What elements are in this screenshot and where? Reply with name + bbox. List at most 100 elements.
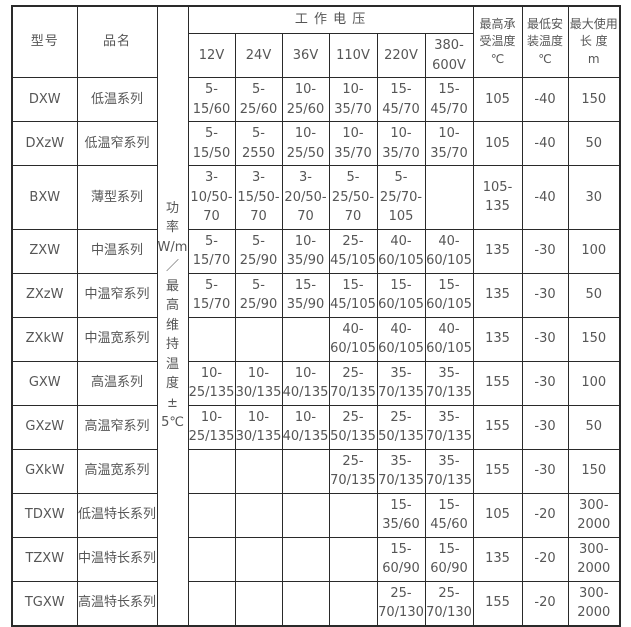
cell-product: 高温窄系列	[76, 404, 158, 450]
col-header-110v: 110V	[328, 33, 378, 78]
cell-v24: 5- 25/60	[234, 77, 283, 122]
cell-v36: 10- 35/90	[281, 228, 330, 274]
cell-product: 薄型系列	[76, 165, 158, 230]
col-header-24v: 24V	[234, 33, 283, 78]
cell-v220: 15- 60/105	[376, 272, 426, 318]
cell-v380-600: 40- 60/105	[424, 228, 474, 274]
cell-v36: 3- 20/50- 70	[281, 165, 330, 230]
table-row: GXkW 高温宽系列 25- 70/135 35- 70/135 35- 70/…	[11, 448, 621, 494]
cell-max-length: 50	[567, 404, 621, 450]
cell-v36: 10- 25/50	[281, 121, 330, 166]
cell-min-install-temp: -30	[521, 228, 569, 274]
cell-min-install-temp: -20	[521, 536, 569, 582]
cell-v36: 10- 25/60	[281, 77, 330, 122]
table-row: GXW 高温系列 10- 25/135 10- 30/135 10- 40/13…	[11, 360, 621, 406]
cell-v110: 25- 45/105	[328, 228, 378, 274]
table-body: 型号 品名 功 率 W/m ／ 最 高 维 持 温 度 ± 5℃ 工 作 电 压…	[11, 5, 621, 626]
cell-max-temp: 135	[472, 316, 523, 362]
cell-v110: 40- 60/105	[328, 316, 378, 362]
cell-min-install-temp: -30	[521, 316, 569, 362]
col-header-max-length: 最大使用 长 度 m	[567, 5, 621, 78]
cell-max-length: 50	[567, 121, 621, 166]
cell-v380-600: 35- 70/135	[424, 448, 474, 494]
cell-model: ZXW	[11, 228, 78, 274]
cell-max-temp: 155	[472, 580, 523, 626]
cell-product: 高温特长系列	[76, 580, 158, 626]
cell-v110: 10- 35/70	[328, 77, 378, 122]
table-row: TDXW 低温特长系列 15- 35/60 15- 45/60 105 -20 …	[11, 492, 621, 538]
cell-product: 低温特长系列	[76, 492, 158, 538]
cell-v110	[328, 536, 378, 582]
col-header-model: 型号	[11, 5, 78, 78]
cell-v12	[187, 580, 236, 626]
cell-max-length: 300- 2000	[567, 492, 621, 538]
cell-v220: 40- 60/105	[376, 228, 426, 274]
cell-min-install-temp: -30	[521, 360, 569, 406]
cell-v380-600	[424, 165, 474, 230]
cell-model: GXzW	[11, 404, 78, 450]
cell-v380-600: 15- 60/90	[424, 536, 474, 582]
cell-min-install-temp: -20	[521, 492, 569, 538]
cell-v24	[234, 448, 283, 494]
cell-v24: 5- 25/90	[234, 228, 283, 274]
col-header-power-vertical: 功 率 W/m ／ 最 高 维 持 温 度 ± 5℃	[156, 5, 189, 626]
cell-v24: 3- 15/50- 70	[234, 165, 283, 230]
table-row: BXW 薄型系列 3- 10/50- 70 3- 15/50- 70 3- 20…	[11, 165, 621, 230]
cell-max-length: 150	[567, 77, 621, 122]
cell-min-install-temp: -40	[521, 121, 569, 166]
col-header-220v: 220V	[376, 33, 426, 78]
cell-max-temp: 135	[472, 536, 523, 582]
cell-max-temp: 155	[472, 404, 523, 450]
table-row: GXzW 高温窄系列 10- 25/135 10- 30/135 10- 40/…	[11, 404, 621, 450]
cell-v110: 5- 25/50- 70	[328, 165, 378, 230]
cell-v24	[234, 316, 283, 362]
cell-v36	[281, 580, 330, 626]
cell-v220: 15- 35/60	[376, 492, 426, 538]
cell-model: ZXzW	[11, 272, 78, 318]
cell-v110: 25- 50/135	[328, 404, 378, 450]
cell-v380-600: 40- 60/105	[424, 316, 474, 362]
cell-v24: 5-2550	[234, 121, 283, 166]
cell-v12: 3- 10/50- 70	[187, 165, 236, 230]
cell-min-install-temp: -30	[521, 448, 569, 494]
cell-min-install-temp: -20	[521, 580, 569, 626]
col-header-12v: 12V	[187, 33, 236, 78]
cell-model: DXzW	[11, 121, 78, 166]
cell-product: 中温宽系列	[76, 316, 158, 362]
table-row: TGXW 高温特长系列 25- 70/130 25- 70/130 155 -2…	[11, 580, 621, 626]
cell-v24	[234, 492, 283, 538]
cell-model: TDXW	[11, 492, 78, 538]
col-header-max-temp: 最高承 受温度 ℃	[472, 5, 523, 78]
cell-max-temp: 155	[472, 448, 523, 494]
cell-min-install-temp: -30	[521, 272, 569, 318]
cell-v110: 15- 45/105	[328, 272, 378, 318]
cell-v380-600: 10- 35/70	[424, 121, 474, 166]
cell-v12: 5- 15/60	[187, 77, 236, 122]
cell-v380-600: 15- 45/60	[424, 492, 474, 538]
cell-model: GXkW	[11, 448, 78, 494]
cell-v380-600: 35- 70/135	[424, 360, 474, 406]
cell-v36	[281, 448, 330, 494]
cell-max-length: 150	[567, 316, 621, 362]
table-row: DXzW 低温窄系列 5- 15/50 5-2550 10- 25/50 10-…	[11, 121, 621, 166]
col-header-380-600v: 380- 600V	[424, 33, 474, 78]
cell-max-length: 300- 2000	[567, 536, 621, 582]
cell-v12: 10- 25/135	[187, 404, 236, 450]
cell-max-temp: 155	[472, 360, 523, 406]
cell-max-temp: 135	[472, 228, 523, 274]
cell-max-temp: 135	[472, 272, 523, 318]
cell-max-length: 50	[567, 272, 621, 318]
page: 型号 品名 功 率 W/m ／ 最 高 维 持 温 度 ± 5℃ 工 作 电 压…	[11, 5, 622, 627]
header-row-voltages: 12V 24V 36V 110V 220V 380- 600V	[12, 33, 620, 78]
cell-max-length: 300- 2000	[567, 580, 621, 626]
cell-v36: 10- 40/135	[281, 360, 330, 406]
cell-v110	[328, 492, 378, 538]
cell-v36	[281, 536, 330, 582]
header-row-groups: 型号 品名 功 率 W/m ／ 最 高 维 持 温 度 ± 5℃ 工 作 电 压…	[11, 5, 621, 626]
cell-v220: 15- 60/90	[376, 536, 426, 582]
cell-v12	[187, 448, 236, 494]
cell-product: 中温窄系列	[76, 272, 158, 318]
cell-max-temp: 105- 135	[472, 165, 523, 230]
col-header-voltage-group: 工 作 电 压	[187, 5, 474, 34]
cell-product: 低温系列	[76, 77, 158, 122]
